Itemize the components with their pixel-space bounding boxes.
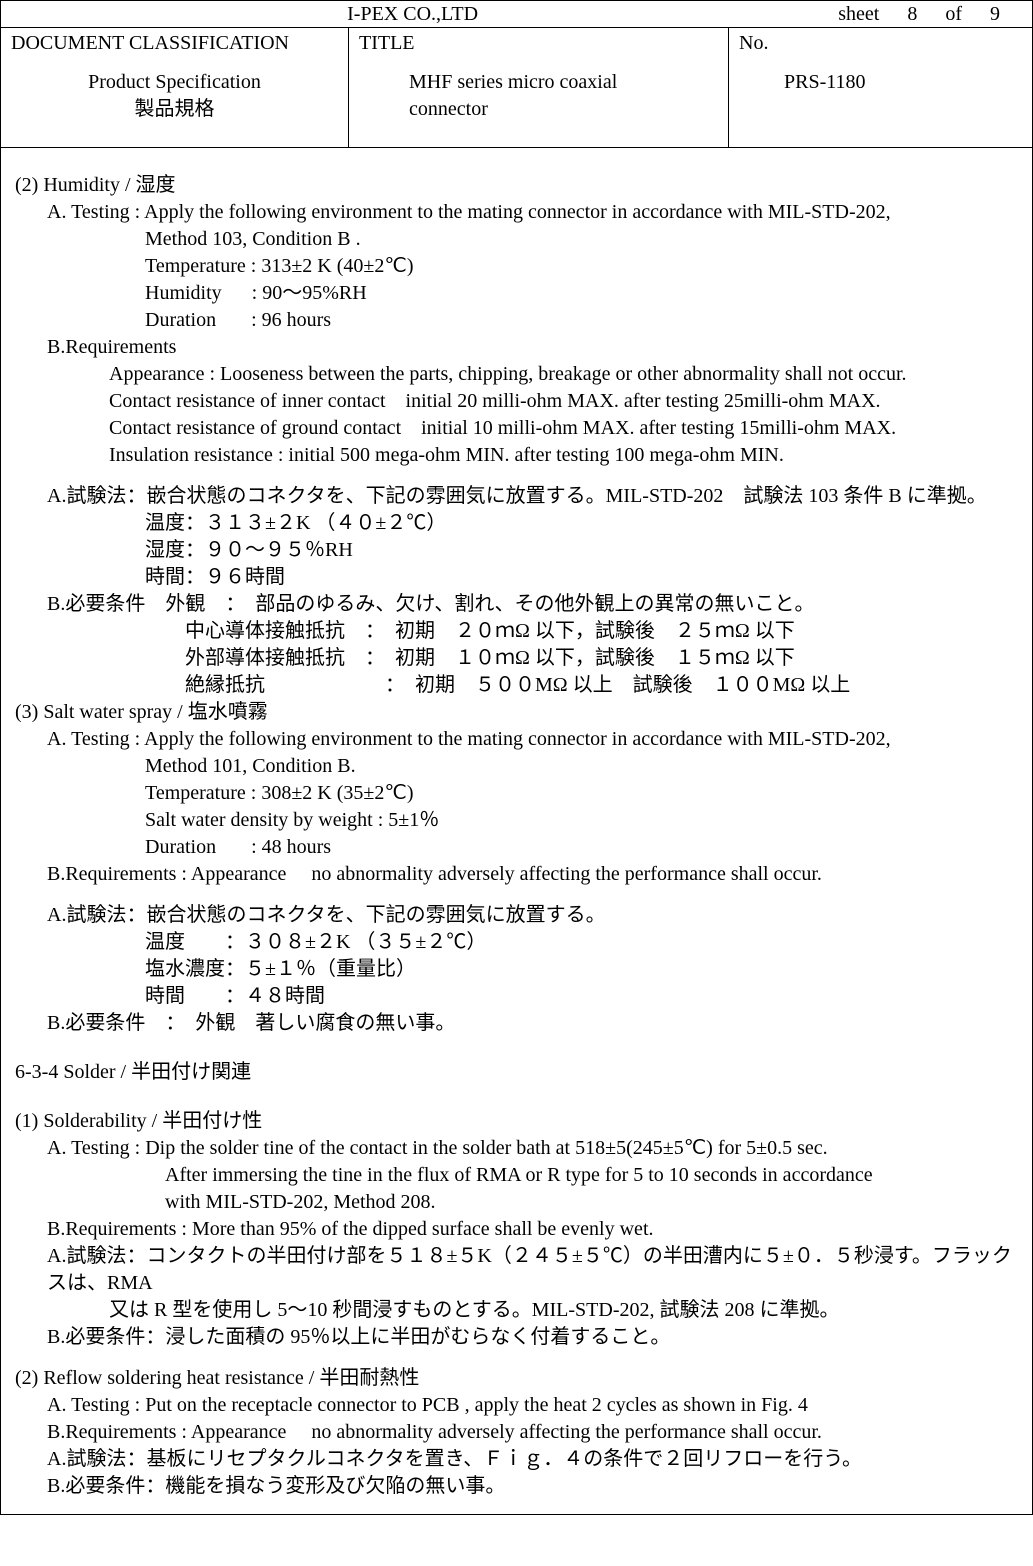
sec2-ja-a1: A.試験法：嵌合状態のコネクタを、下記の雰囲気に放置する。MIL-STD-202… — [15, 483, 1018, 510]
doc-class-label: DOCUMENT CLASSIFICATION — [11, 32, 338, 55]
sec3-ja-a1: A.試験法：嵌合状態のコネクタを、下記の雰囲気に放置する。 — [15, 902, 1018, 929]
sec3-a3: Temperature : 308±2 K (35±2℃) — [15, 780, 1018, 807]
sec3-a1: A. Testing : Apply the following environ… — [15, 726, 1018, 753]
sec2-ja-b4: 絶縁抵抗 ： 初期 ５００MΩ 以上 試験後 １００MΩ 以上 — [15, 672, 1018, 699]
sec2-b3: Contact resistance of ground contact ini… — [15, 415, 1018, 442]
sec3-ja-b1: B.必要条件 ： 外観 著しい腐食の無い事。 — [15, 1010, 1018, 1037]
sec3-ja-a3: 塩水濃度：５±１％（重量比） — [15, 956, 1018, 983]
sec2r-ja-a1: A.試験法：基板にリセプタクルコネクタを置き、Ｆｉｇ．４の条件で２回リフローを行… — [15, 1446, 1018, 1473]
header-row: DOCUMENT CLASSIFICATION Product Specific… — [1, 28, 1032, 148]
sec2-a3: Temperature : 313±2 K (40±2℃) — [15, 253, 1018, 280]
sec2r-b1: B.Requirements : Appearance no abnormali… — [15, 1419, 1018, 1446]
sec2-a1: A. Testing : Apply the following environ… — [15, 199, 1018, 226]
sec2-ja-b3: 外部導体接触抵抗 ： 初期 １０ｍΩ 以下，試験後 １５ｍΩ 以下 — [15, 645, 1018, 672]
no-value: PRS-1180 — [739, 69, 1022, 96]
sec3-ja-a2: 温度 ：３０８±２K （３５±２℃） — [15, 929, 1018, 956]
page-frame: I-PEX CO.,LTD sheet 8 of 9 DOCUMENT CLAS… — [0, 0, 1033, 1515]
sheet-label: sheet — [824, 3, 893, 26]
title-label: TITLE — [359, 32, 718, 55]
doc-class-jp: 製品規格 — [11, 96, 338, 123]
sec2-b2: Contact resistance of inner contact init… — [15, 388, 1018, 415]
sec2-ja-a4: 時間：９６時間 — [15, 564, 1018, 591]
sec3-a4: Salt water density by weight : 5±1％ — [15, 807, 1018, 834]
sec1s-ja-b1: B.必要条件：浸した面積の 95％以上に半田がむらなく付着すること。 — [15, 1324, 1018, 1351]
sec3-title: (3) Salt water spray / 塩水噴霧 — [15, 699, 1018, 726]
doc-class-cell: DOCUMENT CLASSIFICATION Product Specific… — [1, 28, 349, 147]
sec2-ja-a2: 温度：３１３±２K （４０±２℃） — [15, 510, 1018, 537]
sec2-b-label: B.Requirements — [15, 334, 1018, 361]
document-body: (2) Humidity / 湿度 A. Testing : Apply the… — [1, 148, 1032, 1514]
sec1s-title: (1) Solderability / 半田付け性 — [15, 1108, 1018, 1135]
sec3-ja-a4: 時間 ：４８時間 — [15, 983, 1018, 1010]
sec2r-title: (2) Reflow soldering heat resistance / 半… — [15, 1365, 1018, 1392]
sec2-ja-b1: B.必要条件 外観 ： 部品のゆるみ、欠け、割れ、その他外観上の異常の無いこと。 — [15, 591, 1018, 618]
sheet-total: 9 — [976, 3, 1014, 26]
sec2-a2: Method 103, Condition B . — [15, 226, 1018, 253]
sec2-b4: Insulation resistance : initial 500 mega… — [15, 442, 1018, 469]
no-label: No. — [739, 32, 1022, 55]
top-bar: I-PEX CO.,LTD sheet 8 of 9 — [1, 0, 1032, 28]
title-line1: MHF series micro coaxial — [409, 71, 617, 93]
sheet-info: sheet 8 of 9 — [824, 3, 1032, 26]
sec3-a2: Method 101, Condition B. — [15, 753, 1018, 780]
sec3-b1: B.Requirements : Appearance no abnormali… — [15, 861, 1018, 888]
sec2-b1: Appearance : Looseness between the parts… — [15, 361, 1018, 388]
title-cell: TITLE MHF series micro coaxial connector — [349, 28, 729, 147]
sec1s-ja-a1: A.試験法：コンタクトの半田付け部を５１８±５K（２４５±５℃）の半田漕内に５±… — [15, 1243, 1018, 1297]
sec3-a5: Duration : 48 hours — [15, 834, 1018, 861]
sec1s-a1: A. Testing : Dip the solder tine of the … — [15, 1135, 1018, 1162]
sec2r-ja-b1: B.必要条件：機能を損なう変形及び欠陥の無い事。 — [15, 1473, 1018, 1500]
no-cell: No. PRS-1180 — [729, 28, 1032, 147]
sec1s-a2: After immersing the tine in the flux of … — [15, 1162, 1018, 1189]
sec1s-ja-a2: 又は R 型を使用し 5～10 秒間浸すものとする。MIL-STD-202, 試… — [15, 1297, 1018, 1324]
sec2-ja-b2: 中心導体接触抵抗 ： 初期 ２０ｍΩ 以下，試験後 ２５ｍΩ 以下 — [15, 618, 1018, 645]
title-line2: connector — [409, 98, 488, 120]
sec1s-a3: with MIL-STD-202, Method 208. — [15, 1189, 1018, 1216]
company-name: I-PEX CO.,LTD — [1, 3, 824, 26]
sec2-ja-a3: 湿度：９０～９５％RH — [15, 537, 1018, 564]
sec2r-a1: A. Testing : Put on the receptacle conne… — [15, 1392, 1018, 1419]
sec2-a5: Duration : 96 hours — [15, 307, 1018, 334]
sec2-title: (2) Humidity / 湿度 — [15, 172, 1018, 199]
sheet-page: 8 — [893, 3, 931, 26]
sheet-of-label: of — [931, 3, 976, 26]
doc-class-en: Product Specification — [88, 71, 261, 93]
sec2-a4: Humidity : 90～95%RH — [15, 280, 1018, 307]
sec1s-b1: B.Requirements : More than 95% of the di… — [15, 1216, 1018, 1243]
sec634-title: 6-3-4 Solder / 半田付け関連 — [15, 1059, 1018, 1086]
